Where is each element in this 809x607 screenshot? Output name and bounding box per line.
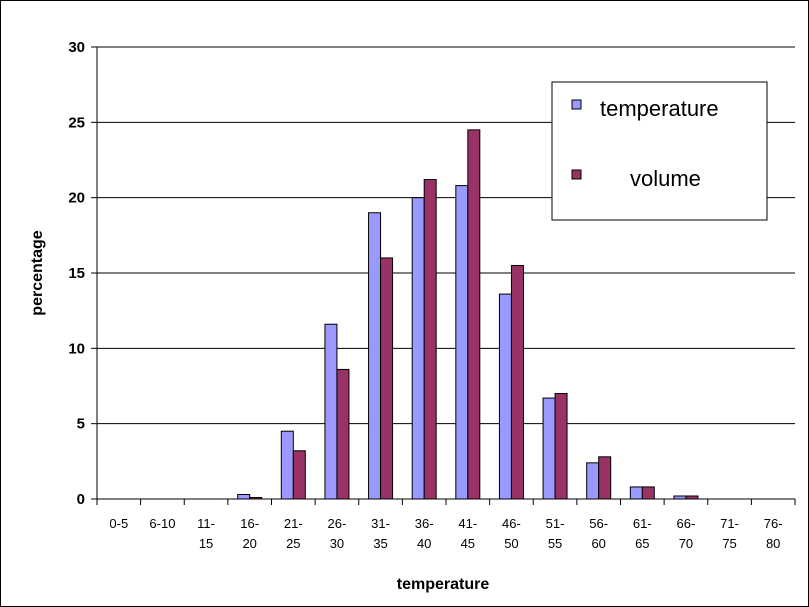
y-tick-label: 10 (68, 340, 85, 357)
x-tick-label: 0-5 (109, 516, 128, 531)
y-axis-title: percentage (29, 230, 46, 315)
x-tick-label: 70 (679, 536, 693, 551)
legend-swatch-temperature (571, 99, 582, 110)
legend-label-temperature: temperature (600, 96, 719, 121)
x-tick-label: 65 (635, 536, 649, 551)
x-tick-label: 36- (415, 516, 434, 531)
x-tick-label: 26- (328, 516, 347, 531)
x-tick-label: 16- (240, 516, 259, 531)
bar-volume (423, 179, 437, 500)
bar-volume (467, 129, 481, 500)
bar-temperature (324, 323, 338, 500)
y-tick-label: 20 (68, 190, 85, 207)
x-tick-label: 31- (371, 516, 390, 531)
x-tick-labels: 0-5 6-10 11- 15 16- 20 21- 25 26- 30 31- 35 36- 40 41-… (109, 516, 782, 551)
bar-temperature (542, 397, 556, 500)
x-tick-label: 60 (591, 536, 605, 551)
x-tick-label: 55 (548, 536, 562, 551)
x-tick-label: 46- (502, 516, 521, 531)
x-tick-label: 75 (722, 536, 736, 551)
y-tick-label: 0 (77, 491, 85, 508)
bar-volume (510, 264, 524, 500)
y-tick-label: 25 (68, 114, 85, 131)
x-axis-title: temperature (397, 576, 490, 593)
x-tick-label: 76- (764, 516, 783, 531)
bar-volume (641, 486, 655, 500)
x-tick-label: 71- (720, 516, 739, 531)
legend-box (551, 81, 768, 221)
x-tick-label: 66- (677, 516, 696, 531)
y-tick-labels: 0 5 10 15 20 25 30 (68, 39, 85, 508)
x-tick-label: 20 (242, 536, 256, 551)
bar-volume (336, 368, 350, 500)
bar-volume (380, 257, 394, 500)
bar-temperature (411, 197, 425, 500)
x-tick-label: 45 (461, 536, 475, 551)
x-tick-label: 50 (504, 536, 518, 551)
bar-volume (598, 456, 612, 500)
x-tick-label: 51- (546, 516, 565, 531)
bar-temperature (237, 493, 251, 500)
axes (91, 46, 796, 505)
bar-temperature (455, 185, 469, 500)
bar-temperature (498, 293, 512, 500)
x-tick-label: 21- (284, 516, 303, 531)
bar-temperature (586, 462, 600, 500)
y-tick-label: 15 (68, 265, 85, 282)
bar-volume (292, 450, 306, 500)
y-tick-label: 30 (68, 39, 85, 56)
bar-volume (554, 393, 568, 500)
x-tick-label: 11- (197, 516, 215, 531)
x-tick-label: 40 (417, 536, 431, 551)
x-tick-label: 61- (633, 516, 652, 531)
bar-temperature (280, 430, 294, 500)
x-tick-label: 15 (199, 536, 213, 551)
x-tick-label: 80 (766, 536, 780, 551)
x-tick-label: 56- (589, 516, 608, 531)
x-tick-label: 41- (458, 516, 477, 531)
x-tick-label: 6-10 (149, 516, 175, 531)
x-tick-label: 35 (373, 536, 387, 551)
x-tick-label: 30 (330, 536, 344, 551)
bars (237, 129, 699, 500)
legend: temperature volume (551, 81, 768, 221)
legend-label-volume: volume (630, 166, 701, 191)
bar-temperature (368, 212, 382, 500)
x-tick-label: 25 (286, 536, 300, 551)
legend-swatch-volume (571, 169, 582, 180)
y-tick-label: 5 (77, 416, 85, 433)
bar-temperature (629, 486, 643, 500)
